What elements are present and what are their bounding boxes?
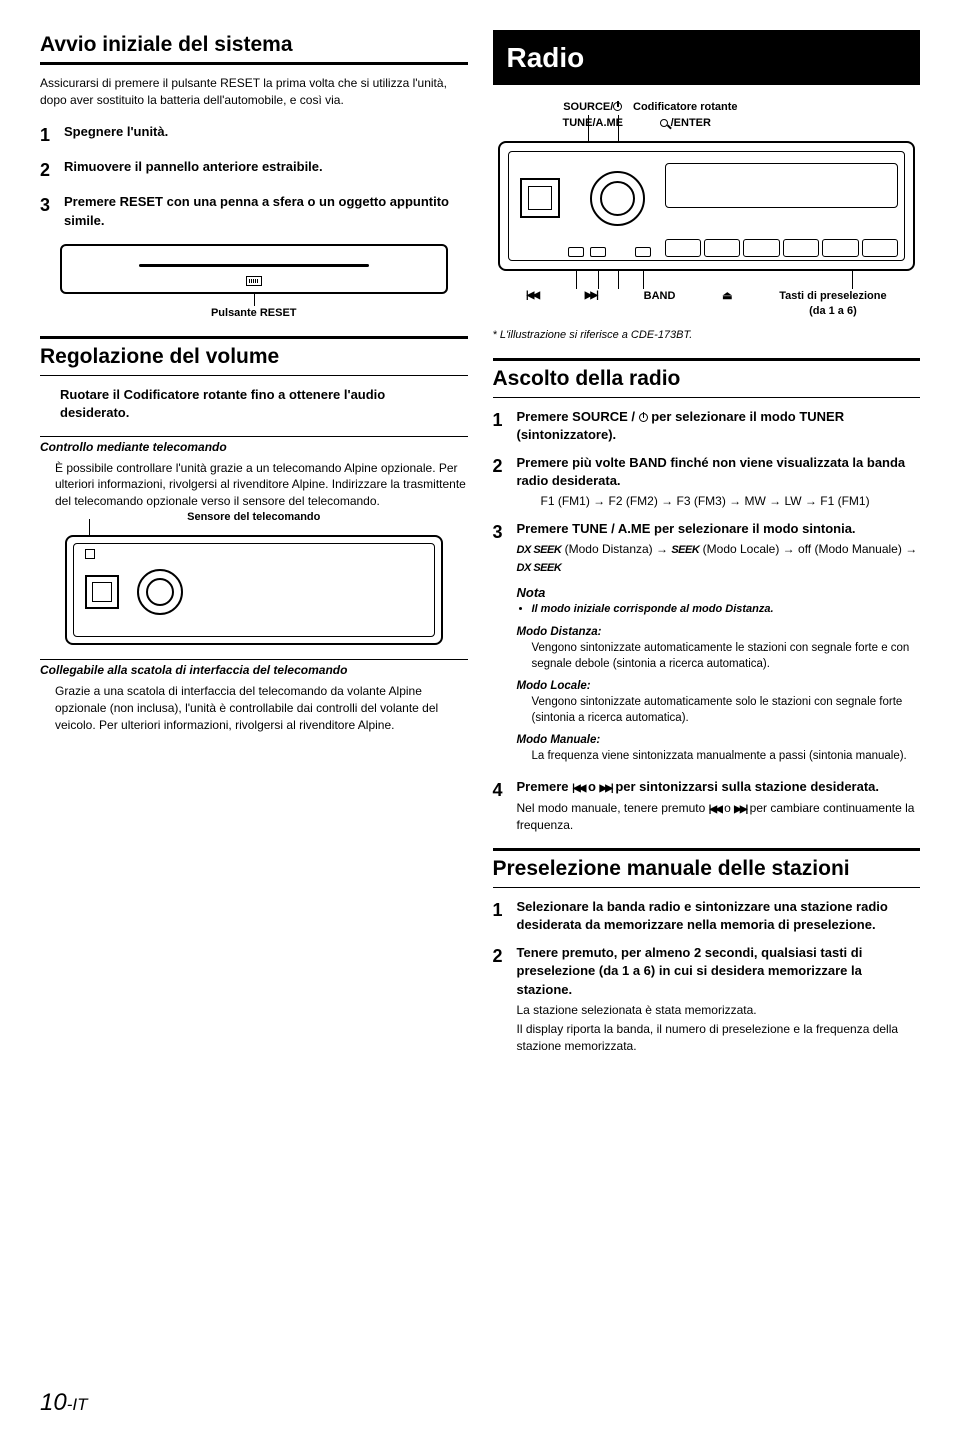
skip-back-icon: |◀◀ (526, 289, 538, 320)
reset-caption: Pulsante RESET (40, 306, 468, 321)
skip-back-icon: |◀◀ (709, 804, 721, 815)
right-column: Radio SOURCE/ TUNE/A.ME Codificatore rot… (493, 30, 921, 1065)
heading-preselezione: Preselezione manuale delle stazioni (493, 848, 921, 887)
heading-avvio: Avvio iniziale del sistema (40, 30, 468, 65)
step-number: 3 (40, 193, 64, 218)
heading-ascolto: Ascolto della radio (493, 358, 921, 397)
interface-text: Grazie a una scatola di interfaccia del … (55, 683, 468, 733)
mode-sequence: DX SEEK (Modo Distanza) → SEEK (Modo Loc… (517, 541, 921, 576)
skip-fwd-icon: ▶▶| (734, 804, 746, 815)
step-text: Rimuovere il pannello anteriore estraibi… (64, 158, 468, 176)
step-number: 1 (40, 123, 64, 148)
intro-text: Assicurarsi di premere il pulsante RESET… (40, 75, 468, 109)
mode-distanza-text: Vengono sintonizzate automaticamente le … (532, 640, 921, 672)
label-presets: Tasti di preselezione(da 1 a 6) (779, 289, 886, 320)
skip-fwd-icon: ▶▶| (585, 289, 597, 320)
step-text: Spegnere l'unità. (64, 123, 468, 141)
step-text: Premere SOURCE / per selezionare il modo… (517, 408, 921, 444)
left-column: Avvio iniziale del sistema Assicurarsi d… (40, 30, 468, 1065)
radio-step-3: 3 Premere TUNE / A.ME per selezionare il… (493, 520, 921, 768)
illustration-footnote: * L'illustrazione si riferisce a CDE-173… (493, 328, 921, 343)
top-labels: SOURCE/ TUNE/A.ME Codificatore rotante /… (563, 100, 901, 131)
remote-subhead: Controllo mediante telecomando (40, 436, 468, 456)
volume-desc: Ruotare il Codificatore rotante fino a o… (60, 386, 448, 422)
step-number: 1 (493, 408, 517, 433)
note-label: Nota (517, 584, 921, 602)
page-number: 10-IT (40, 1386, 87, 1420)
step-text: Premere più volte BAND finché non viene … (517, 454, 921, 510)
reset-device-diagram (60, 244, 448, 294)
power-icon (639, 413, 648, 422)
radio-step-1: 1 Premere SOURCE / per selezionare il mo… (493, 408, 921, 444)
step-1: 1 Spegnere l'unità. (40, 123, 468, 148)
mode-manuale-text: La frequenza viene sintonizzata manualme… (532, 748, 921, 764)
step-number: 2 (493, 454, 517, 479)
eject-icon: ⏏ (722, 289, 732, 320)
step-text: Selezionare la banda radio e sintonizzar… (517, 898, 921, 934)
step-number: 3 (493, 520, 517, 545)
skip-back-icon: |◀◀ (572, 783, 584, 794)
mode-locale-text: Vengono sintonizzate automaticamente sol… (532, 694, 921, 726)
radio-step-4: 4 Premere |◀◀ o ▶▶| per sintonizzarsi su… (493, 778, 921, 833)
heading-volume: Regolazione del volume (40, 336, 468, 375)
skip-fwd-icon: ▶▶| (600, 783, 612, 794)
step-number: 2 (40, 158, 64, 183)
mode-manuale-hd: Modo Manuale: (517, 732, 921, 748)
label-source: SOURCE/ TUNE/A.ME (563, 100, 624, 131)
bottom-labels: |◀◀ ▶▶| BAND ⏏ Tasti di preselezione(da … (503, 289, 911, 320)
remote-text: È possibile controllare l'unità grazie a… (55, 460, 468, 510)
power-icon (613, 102, 622, 111)
step-number: 4 (493, 778, 517, 803)
step-text: Premere RESET con una penna a sfera o un… (64, 193, 468, 229)
sensor-diagram (65, 535, 443, 645)
step-subtext: Nel modo manuale, tenere premuto |◀◀ o ▶… (517, 800, 921, 834)
radio-title-bar: Radio (493, 30, 921, 85)
step-text: Premere |◀◀ o ▶▶| per sintonizzarsi sull… (517, 778, 921, 833)
label-codificatore: Codificatore rotante /ENTER (633, 100, 738, 131)
step-text: Tenere premuto, per almeno 2 secondi, qu… (517, 944, 921, 1055)
step-subtext: Il display riporta la banda, il numero d… (517, 1021, 921, 1055)
step-number: 2 (493, 944, 517, 969)
step-subtext: La stazione selezionata è stata memorizz… (517, 1002, 921, 1019)
step-3: 3 Premere RESET con una penna a sfera o … (40, 193, 468, 229)
radio-diagram (498, 141, 916, 271)
band-sequence: F1 (FM1) → F2 (FM2) → F3 (FM3) → MW → LW… (541, 493, 921, 510)
note-bullet: Il modo iniziale corrisponde al modo Dis… (532, 602, 921, 617)
preset-step-1: 1 Selezionare la banda radio e sintonizz… (493, 898, 921, 934)
search-icon (660, 119, 668, 127)
step-2: 2 Rimuovere il pannello anteriore estrai… (40, 158, 468, 183)
preset-step-2: 2 Tenere premuto, per almeno 2 secondi, … (493, 944, 921, 1055)
step-text: Premere TUNE / A.ME per selezionare il m… (517, 520, 921, 768)
radio-step-2: 2 Premere più volte BAND finché non vien… (493, 454, 921, 510)
step-number: 1 (493, 898, 517, 923)
interface-subhead: Collegabile alla scatola di interfaccia … (40, 659, 468, 679)
sensor-caption: Sensore del telecomando (40, 510, 468, 525)
mode-locale-hd: Modo Locale: (517, 678, 921, 694)
mode-distanza-hd: Modo Distanza: (517, 624, 921, 640)
label-band: BAND (644, 289, 676, 320)
